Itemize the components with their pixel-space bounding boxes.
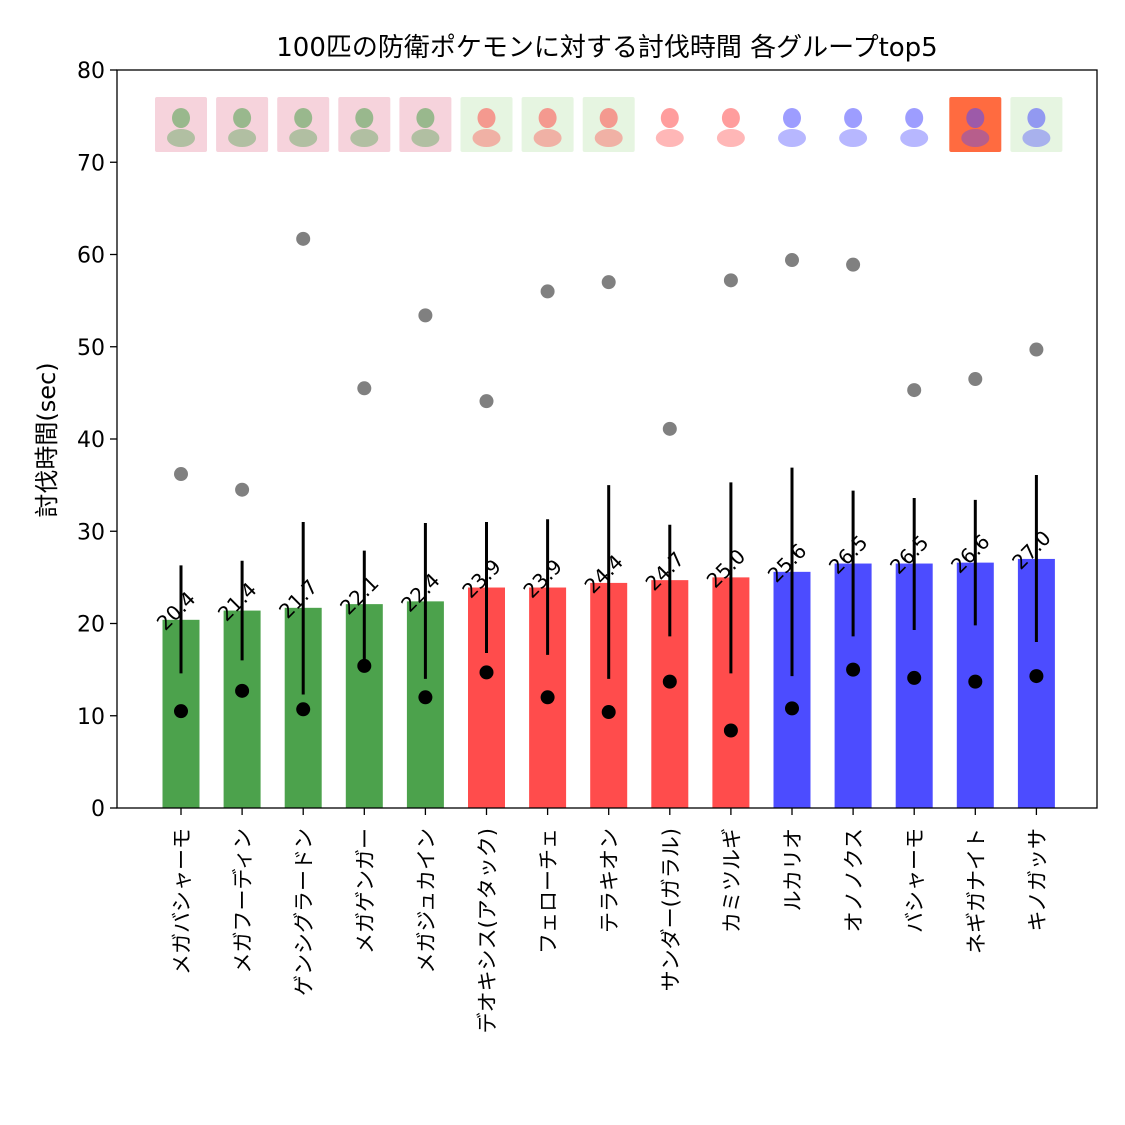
- max-marker: [723, 273, 738, 288]
- max-marker: [662, 421, 677, 436]
- x-tick-label: フェローチェ: [537, 828, 561, 954]
- pokemon-sprite-body: [900, 129, 929, 147]
- pokemon-sprite-body: [472, 129, 501, 147]
- min-marker: [418, 690, 433, 705]
- pokemon-sprite-body: [533, 129, 562, 147]
- pokemon-sprite-body: [1022, 129, 1051, 147]
- x-tick-label: ゲンシグラードン: [292, 828, 316, 996]
- pokemon-sprite-head: [538, 108, 557, 128]
- x-tick-label: メガバシャーモ: [170, 828, 194, 975]
- pokemon-sprite-body: [167, 129, 195, 147]
- max-marker: [968, 372, 983, 387]
- y-tick-label: 60: [77, 244, 105, 269]
- pokemon-sprite-head: [416, 108, 435, 128]
- pokemon-sprite-body: [594, 129, 623, 147]
- min-marker: [479, 665, 494, 680]
- x-tick-label: テラキオン: [598, 828, 622, 933]
- max-marker: [296, 231, 311, 246]
- max-marker: [235, 482, 250, 497]
- x-tick-label: サンダー(ガラル): [659, 828, 683, 991]
- y-tick-label: 0: [91, 797, 105, 822]
- max-marker: [479, 394, 494, 409]
- min-marker: [357, 658, 372, 673]
- pokemon-sprite-body: [289, 129, 318, 147]
- max-marker: [540, 284, 555, 299]
- pokemon-sprite-body: [228, 129, 257, 147]
- min-marker: [235, 683, 250, 698]
- y-tick-label: 30: [77, 520, 105, 545]
- pokemon-sprite-head: [355, 108, 374, 128]
- error-bars: [179, 467, 1038, 695]
- x-tick-label: ネギガナイト: [964, 828, 988, 954]
- min-marker: [601, 705, 616, 720]
- x-tick-label: メガフーディン: [231, 828, 255, 974]
- x-tick-label: バシャーモ: [903, 828, 927, 933]
- min-marker: [968, 674, 983, 689]
- y-axis-label: 討伐時間(sec): [33, 362, 61, 517]
- pokemon-sprite-head: [1027, 108, 1046, 128]
- max-marker: [357, 381, 372, 396]
- min-marker: [296, 702, 311, 717]
- y-tick-label: 40: [77, 428, 105, 453]
- pokemon-sprite-head: [660, 108, 679, 128]
- pokemon-sprite-head: [172, 108, 190, 128]
- pokemon-sprite-head: [599, 108, 618, 128]
- plot-frame: [116, 69, 1098, 809]
- min-marker: [723, 723, 738, 738]
- y-axis: 0 10 20 30 40 50 60 70 80: [77, 59, 117, 822]
- pokemon-sprite-head: [783, 108, 801, 128]
- pokemon-sprite-head: [721, 108, 740, 128]
- pokemon-sprite-head: [477, 108, 496, 128]
- pokemon-sprite-body: [961, 129, 990, 147]
- max-marker: [846, 257, 861, 272]
- min-marker: [907, 670, 922, 685]
- pokemon-sprite-head: [905, 108, 924, 128]
- y-tick-label: 80: [77, 59, 105, 84]
- bars: [162, 558, 1055, 808]
- x-tick-label: ルカリオ: [781, 828, 805, 911]
- max-marker: [785, 253, 799, 268]
- min-marker: [1029, 669, 1044, 684]
- x-tick-label: オノノクス: [842, 828, 866, 932]
- min-marker: [662, 674, 677, 689]
- x-tick-label: メガジュカイン: [414, 828, 438, 974]
- pokemon-sprite-body: [778, 129, 806, 147]
- pokemon-sprite-body: [839, 129, 868, 147]
- pokemon-sprite-body: [350, 129, 379, 147]
- min-marker: [846, 662, 861, 677]
- x-tick-label: カミツルギ: [720, 828, 744, 933]
- x-tick-label: キノガッサ: [1025, 828, 1049, 932]
- max-marker: [418, 308, 433, 323]
- max-marker: [601, 275, 616, 290]
- pokemon-sprite-body: [655, 129, 684, 147]
- max-marker: [907, 383, 922, 398]
- pokemon-sprite-body: [411, 129, 440, 147]
- pokemon-sprite-head: [844, 108, 863, 128]
- min-marker: [785, 701, 799, 716]
- min-marker: [174, 704, 188, 719]
- pokemon-sprite-head: [294, 108, 313, 128]
- y-tick-label: 10: [77, 705, 105, 730]
- chart-title: 100匹の防衛ポケモンに対する討伐時間 各グループtop5: [276, 33, 937, 63]
- x-tick-label: デオキシス(アタック): [476, 828, 500, 1033]
- y-tick-label: 50: [77, 336, 105, 361]
- min-marker: [540, 690, 555, 705]
- y-tick-label: 70: [77, 151, 105, 176]
- y-tick-label: 20: [77, 613, 105, 638]
- pokemon-sprite-body: [716, 129, 745, 147]
- x-axis: メガバシャーモ メガフーディン ゲンシグラードン メガゲンガー メガジュカイン デオキシス…: [170, 808, 1049, 1033]
- pokemon-thumbnails: [155, 97, 1063, 152]
- x-tick-label: メガゲンガー: [353, 828, 377, 954]
- pokemon-sprite-head: [966, 108, 985, 128]
- markers: [174, 231, 1044, 738]
- max-marker: [174, 467, 188, 482]
- max-marker: [1029, 342, 1044, 357]
- pokemon-sprite-head: [233, 108, 252, 128]
